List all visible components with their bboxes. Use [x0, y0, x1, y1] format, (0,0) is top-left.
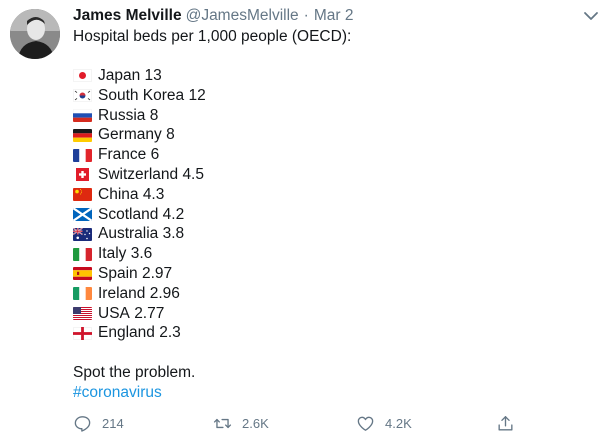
- country-value: 8: [149, 106, 159, 124]
- list-item: South Korea 12: [73, 86, 206, 106]
- list-item: England 2.3: [73, 323, 206, 343]
- country-name: Australia: [98, 225, 159, 243]
- list-item: Italy 3.6: [73, 244, 206, 264]
- country-value: 2.96: [149, 284, 180, 302]
- country-value: 4.5: [182, 165, 204, 183]
- list-item: USA 2.77: [73, 304, 206, 324]
- country-name: Spain: [98, 264, 138, 282]
- reply-icon: [74, 415, 91, 432]
- list-item: Scotland 4.2: [73, 205, 206, 225]
- italy-flag-icon: [73, 247, 92, 261]
- japan-flag-icon: [73, 69, 92, 83]
- spain-flag-icon: [73, 267, 92, 281]
- scotland-flag-icon: [73, 207, 92, 221]
- usa-flag-icon: [73, 306, 92, 320]
- switzerland-flag-icon: [73, 168, 92, 182]
- country-list: Japan 13 South Korea 12 Russia 8 Germany…: [73, 66, 206, 343]
- england-flag-icon: [73, 326, 92, 340]
- tweet-intro: Hospital beds per 1,000 people (OECD):: [73, 27, 351, 47]
- like-button[interactable]: 4.2K: [356, 412, 412, 434]
- outro-text: Spot the problem.: [73, 364, 196, 381]
- country-name: Ireland: [98, 284, 146, 302]
- like-count: 4.2K: [385, 415, 412, 431]
- china-flag-icon: [73, 188, 92, 202]
- country-name: Italy: [98, 245, 127, 263]
- list-item: Germany 8: [73, 125, 206, 145]
- list-item: France 6: [73, 145, 206, 165]
- list-item: Spain 2.97: [73, 264, 206, 284]
- france-flag-icon: [73, 148, 92, 162]
- country-name: China: [98, 185, 139, 203]
- like-icon: [357, 416, 374, 431]
- country-value: 2.3: [159, 324, 181, 342]
- reply-count: 214: [102, 415, 124, 431]
- share-icon: [498, 415, 513, 431]
- country-value: 3.8: [162, 225, 185, 243]
- tweet-header: James Melville @JamesMelville · Mar 2: [73, 5, 353, 27]
- country-value: 2.97: [141, 264, 173, 282]
- list-item: China 4.3: [73, 185, 206, 205]
- country-name: Switzerland: [98, 165, 179, 183]
- germany-flag-icon: [73, 128, 92, 142]
- country-name: Germany: [98, 126, 162, 144]
- retweet-button[interactable]: 2.6K: [213, 412, 269, 434]
- tweet-actions: 214 2.6K 4.2K: [73, 412, 518, 434]
- country-value: 8: [166, 126, 175, 144]
- list-item: Russia 8: [73, 106, 206, 126]
- country-value: 12: [188, 86, 206, 104]
- country-value: 2.77: [134, 304, 165, 322]
- chevron-down-icon[interactable]: [581, 6, 601, 26]
- country-name: Russia: [98, 106, 146, 124]
- country-name: France: [98, 146, 147, 164]
- list-item: Japan 13: [73, 66, 206, 86]
- list-item: Ireland 2.96: [73, 284, 206, 304]
- intro-text: Hospital beds per 1,000 people (OECD):: [73, 28, 352, 45]
- country-name: Scotland: [98, 205, 159, 223]
- tweet-date[interactable]: Mar 2: [313, 7, 354, 24]
- list-item: Switzerland 4.5: [73, 165, 206, 185]
- country-name: England: [98, 324, 155, 342]
- australia-flag-icon: [73, 227, 92, 241]
- country-name: Japan: [98, 67, 141, 84]
- country-name: South Korea: [98, 86, 185, 104]
- share-button[interactable]: [496, 412, 525, 434]
- separator-dot: ·: [303, 7, 309, 24]
- ireland-flag-icon: [73, 287, 92, 301]
- country-value: 4.3: [142, 185, 165, 203]
- russia-flag-icon: [73, 108, 92, 122]
- country-name: USA: [98, 304, 130, 322]
- tweet-outro: Spot the problem. #coronavirus: [73, 363, 195, 403]
- hashtag-link[interactable]: #coronavirus: [73, 384, 162, 401]
- user-handle[interactable]: @JamesMelville: [185, 7, 299, 24]
- country-value: 6: [150, 146, 160, 164]
- retweet-count: 2.6K: [242, 415, 269, 431]
- country-value: 3.6: [130, 245, 153, 263]
- country-value: 4.2: [162, 205, 185, 223]
- avatar[interactable]: [10, 9, 60, 59]
- reply-button[interactable]: 214: [73, 412, 124, 434]
- country-value: 13: [144, 67, 162, 84]
- display-name[interactable]: James Melville: [73, 7, 182, 24]
- retweet-icon: [213, 418, 232, 428]
- south-korea-flag-icon: [73, 89, 92, 103]
- list-item: Australia 3.8: [73, 224, 206, 244]
